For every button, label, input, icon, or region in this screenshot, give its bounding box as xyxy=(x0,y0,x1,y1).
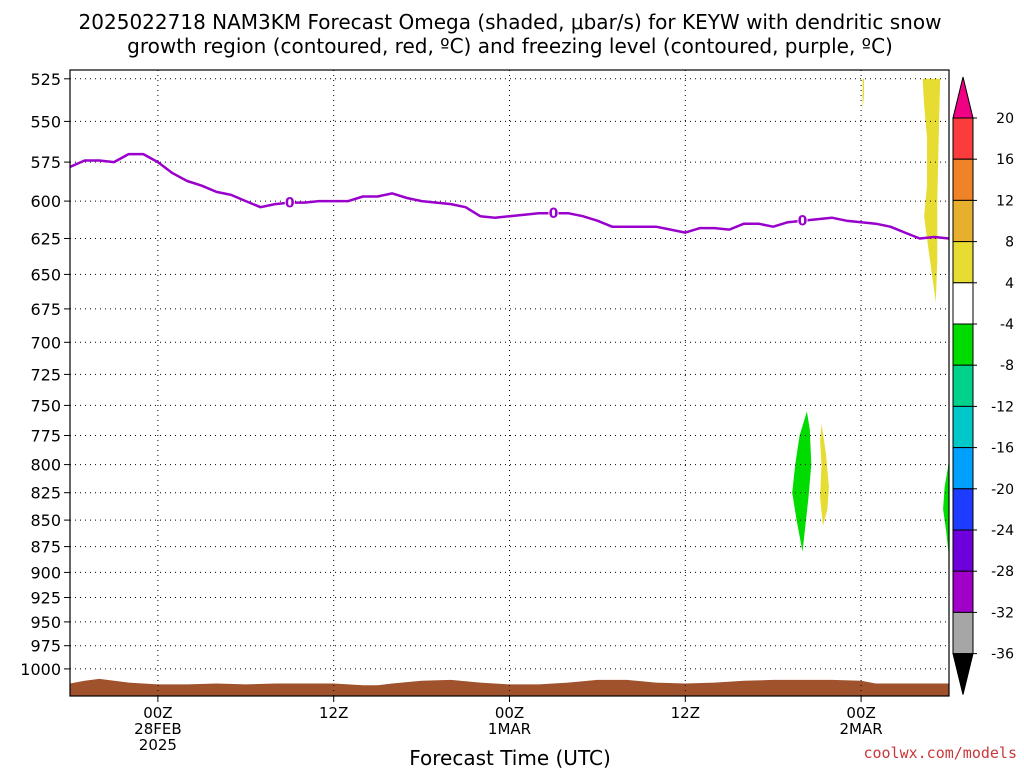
x-tick-label: 1MAR xyxy=(488,720,531,738)
colorbar-segment xyxy=(952,488,974,531)
x-tick-label: 00Z xyxy=(143,704,172,722)
x-tick-label: 12Z xyxy=(671,704,700,722)
colorbar-label--32: -32 xyxy=(991,605,1014,621)
omega-region-green-5 xyxy=(943,458,949,557)
colorbar-segment xyxy=(952,570,974,613)
y-tick-label-650: 650 xyxy=(30,265,61,284)
omega-shaded-regions xyxy=(792,78,949,557)
y-tick-label-925: 925 xyxy=(30,589,61,608)
colorbar-label--8: -8 xyxy=(1000,358,1014,374)
freezing-level-label: 0 xyxy=(798,214,808,230)
y-tick-label-975: 975 xyxy=(30,637,61,656)
colorbar-segment xyxy=(952,611,974,655)
grid-lines xyxy=(70,70,949,696)
x-axis-label: Forecast Time (UTC) xyxy=(409,746,611,768)
y-axis-ticks: 525 550 575 600 625 650 675 700 725 750 775 800 825 8… xyxy=(20,70,70,679)
y-tick-label-675: 675 xyxy=(30,300,61,319)
omega-region-yellow-1 xyxy=(862,78,864,110)
freezing-level-label: 0 xyxy=(549,206,559,222)
colorbar-segment xyxy=(952,199,974,243)
colorbar-top-arrow xyxy=(952,76,974,119)
y-tick-label-700: 700 xyxy=(30,333,61,352)
y-tick-label-1000: 1000 xyxy=(20,660,61,679)
x-tick-label: 2025 xyxy=(139,736,177,754)
y-tick-label-825: 825 xyxy=(30,484,61,503)
colorbar-label--4: -4 xyxy=(1000,317,1014,333)
omega-region-green-3 xyxy=(792,411,812,552)
y-tick-label-625: 625 xyxy=(30,230,61,249)
colorbar-segment xyxy=(952,282,974,325)
y-tick-label-725: 725 xyxy=(30,365,61,384)
colorbar-segment xyxy=(952,117,974,160)
colorbar-label-16: 16 xyxy=(996,152,1014,168)
colorbar-segment xyxy=(952,364,974,407)
y-tick-label-850: 850 xyxy=(30,511,61,530)
colorbar-label-4: 4 xyxy=(1005,276,1014,292)
x-tick-label: 28FEB xyxy=(134,720,181,738)
colorbar-segment xyxy=(952,529,974,572)
freezing-level-label-bg xyxy=(284,194,295,210)
chart-title-line-1: 2025022718 NAM3KM Forecast Omega (shaded… xyxy=(79,10,942,34)
y-tick-label-750: 750 xyxy=(30,396,61,415)
freezing-level-label-bg xyxy=(797,212,808,228)
colorbar-label--24: -24 xyxy=(991,523,1014,539)
omega-colorbar: 20 16 12 8 4 -4 -8 -12 -16 -20 -24 -28 -32 -36 xyxy=(952,76,1014,695)
colorbar-label--16: -16 xyxy=(991,441,1014,457)
y-tick-label-875: 875 xyxy=(30,538,61,557)
y-tick-label-525: 525 xyxy=(30,70,61,89)
colorbar-label--28: -28 xyxy=(991,564,1014,580)
freezing-level-label-bg xyxy=(548,205,559,221)
terrain-area xyxy=(70,678,949,696)
credit-text: coolwx.com/models xyxy=(863,744,1017,762)
colorbar-segment xyxy=(952,241,974,284)
colorbar-segment xyxy=(952,323,974,366)
y-tick-label-775: 775 xyxy=(30,427,61,446)
freezing-level-label: 0 xyxy=(285,196,295,212)
colorbar-label--12: -12 xyxy=(991,399,1014,415)
colorbar-label-12: 12 xyxy=(996,193,1014,209)
y-tick-label-600: 600 xyxy=(30,192,61,211)
omega-region-yellow-4 xyxy=(820,423,829,526)
omega-region-yellow-2 xyxy=(922,78,941,303)
colorbar-label-8: 8 xyxy=(1005,235,1014,251)
y-tick-label-575: 575 xyxy=(30,153,61,172)
y-tick-label-550: 550 xyxy=(30,112,61,131)
terrain-fill xyxy=(70,678,949,696)
y-tick-label-900: 900 xyxy=(30,563,61,582)
x-tick-label: 00Z xyxy=(846,704,875,722)
colorbar-segment xyxy=(952,158,974,201)
freezing-level-contour: 0 0 0 xyxy=(69,152,950,240)
colorbar-label--20: -20 xyxy=(991,482,1014,498)
plot-frame xyxy=(69,69,950,697)
colorbar-label-20: 20 xyxy=(996,111,1014,127)
chart-title-line-2: growth region (contoured, red, ºC) and f… xyxy=(127,34,893,58)
colorbar-bottom-arrow xyxy=(952,653,974,695)
colorbar-segment xyxy=(952,447,974,490)
x-tick-label: 2MAR xyxy=(840,720,883,738)
y-tick-label-800: 800 xyxy=(30,456,61,475)
x-tick-label: 12Z xyxy=(319,704,348,722)
y-tick-label-950: 950 xyxy=(30,613,61,632)
x-tick-label: 00Z xyxy=(495,704,524,722)
colorbar-segment xyxy=(952,405,974,449)
colorbar-label--36: -36 xyxy=(991,647,1014,663)
